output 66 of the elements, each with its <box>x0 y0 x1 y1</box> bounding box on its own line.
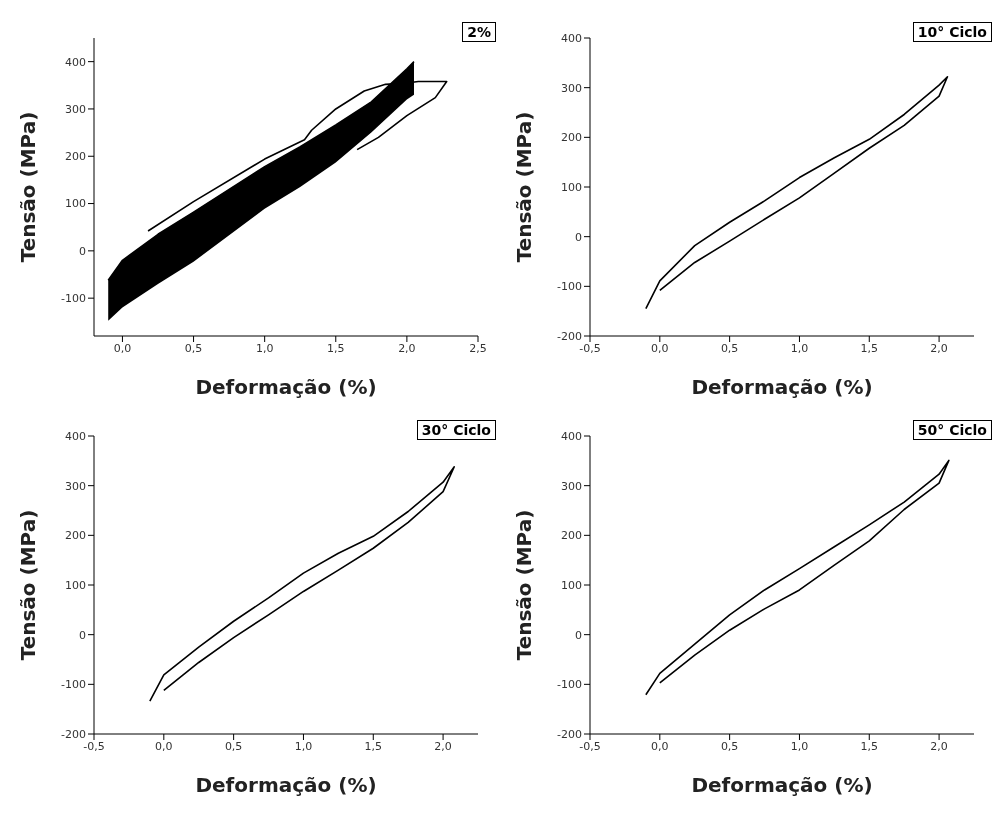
y-tick-label: 300 <box>65 102 86 116</box>
x-tick-label: 1,5 <box>364 739 383 753</box>
x-axis-title: Deformação (%) <box>691 375 873 399</box>
x-tick-label: 0,0 <box>155 739 173 753</box>
line-series <box>645 459 950 696</box>
y-tick-label: 200 <box>65 529 86 543</box>
y-axis-title: Tensão (MPa) <box>16 509 41 661</box>
x-tick-label: 2,0 <box>930 341 948 355</box>
x-tick-label: 2,0 <box>930 739 948 753</box>
y-tick-label: 0 <box>79 628 86 642</box>
x-tick-label: 1,5 <box>860 341 879 355</box>
x-tick-label: 1,0 <box>294 739 313 753</box>
annotation: 30° Ciclo <box>416 420 496 440</box>
annotation: 2% <box>462 22 496 42</box>
y-tick-label: 100 <box>561 578 582 592</box>
x-tick-label: -0,5 <box>579 341 601 355</box>
x-axis-title: Deformação (%) <box>195 773 377 797</box>
y-tick-label: 100 <box>561 180 582 194</box>
y-axis-title: Tensão (MPa) <box>512 111 537 263</box>
y-tick-label: 300 <box>561 81 582 95</box>
x-tick-label: 1,5 <box>860 739 879 753</box>
x-tick-label: 0,5 <box>224 739 243 753</box>
y-tick-label: -100 <box>557 280 582 294</box>
y-tick-label: 200 <box>561 529 582 543</box>
y-tick-label: 100 <box>65 197 86 211</box>
y-axis-title: Tensão (MPa) <box>512 509 537 661</box>
x-tick-label: 0,0 <box>651 341 669 355</box>
y-tick-label: 200 <box>65 150 86 164</box>
y-tick-label: -200 <box>557 329 582 343</box>
y-tick-label: 400 <box>65 429 86 443</box>
x-tick-label: 1,5 <box>327 341 345 355</box>
x-tick-label: 0,5 <box>720 341 739 355</box>
annotation: 10° Ciclo <box>912 22 992 42</box>
y-tick-label: -100 <box>61 292 86 306</box>
x-axis-title: Deformação (%) <box>691 773 873 797</box>
x-tick-label: 0,0 <box>651 739 669 753</box>
x-axis-title: Deformação (%) <box>195 375 377 399</box>
x-tick-label: -0,5 <box>579 739 601 753</box>
x-tick-label: 2,0 <box>398 341 416 355</box>
y-tick-label: 200 <box>561 131 582 145</box>
y-tick-label: 400 <box>561 31 582 45</box>
x-tick-label: 2,0 <box>434 739 452 753</box>
y-tick-label: -100 <box>557 678 582 692</box>
y-axis-title: Tensão (MPa) <box>16 111 41 263</box>
y-tick-label: -200 <box>557 727 582 741</box>
x-tick-label: 0,5 <box>184 341 203 355</box>
y-tick-label: 400 <box>561 429 582 443</box>
x-tick-label: -0,5 <box>83 739 105 753</box>
y-tick-label: 300 <box>561 479 582 493</box>
x-tick-label: 1,0 <box>790 739 809 753</box>
x-tick-label: 0,5 <box>720 739 739 753</box>
x-tick-label: 2,5 <box>469 341 487 355</box>
x-tick-label: 1,0 <box>790 341 809 355</box>
y-tick-label: 0 <box>575 230 582 244</box>
y-tick-label: 400 <box>65 55 86 69</box>
annotation: 50° Ciclo <box>912 420 992 440</box>
line-series <box>645 75 949 310</box>
y-tick-label: -200 <box>61 727 86 741</box>
y-tick-label: 100 <box>65 578 86 592</box>
y-tick-label: 0 <box>575 628 582 642</box>
y-tick-label: 300 <box>65 479 86 493</box>
x-tick-label: 0,0 <box>113 341 132 355</box>
x-tick-label: 1,0 <box>255 341 274 355</box>
y-tick-label: -100 <box>61 678 86 692</box>
line-series <box>149 465 456 703</box>
y-tick-label: 0 <box>79 244 86 258</box>
